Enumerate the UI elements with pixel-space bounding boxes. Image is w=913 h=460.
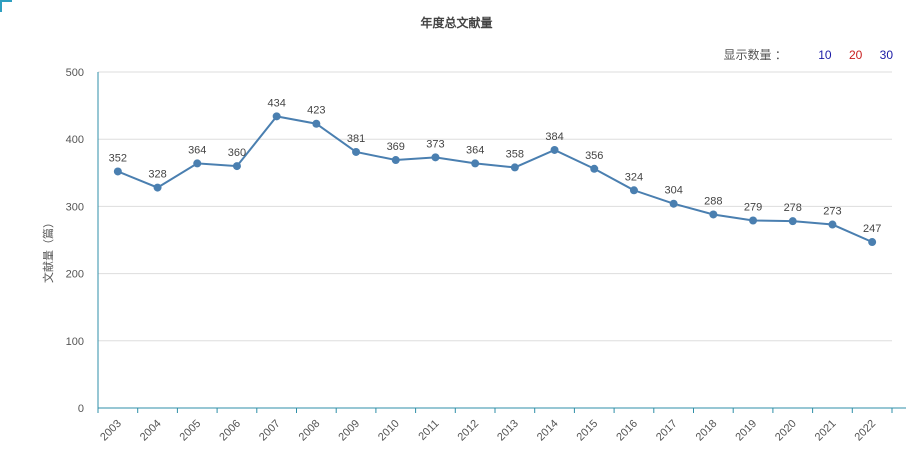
data-label: 381 [347, 133, 365, 145]
x-tick-label: 2020 [773, 418, 799, 444]
data-point [709, 210, 718, 219]
x-tick-label: 2004 [138, 418, 164, 444]
data-label: 356 [585, 150, 603, 162]
display-count-label: 显示数量 ： [723, 48, 787, 62]
y-axis-label: 文献量（篇） [41, 217, 55, 283]
display-count-option-10[interactable]: 10 [818, 48, 832, 62]
x-tick-label: 2012 [455, 418, 481, 444]
data-label: 364 [188, 144, 206, 156]
data-point [193, 159, 202, 168]
x-tick-label: 2019 [733, 418, 759, 444]
data-point [828, 220, 837, 229]
data-point [868, 238, 877, 247]
x-tick-label: 2018 [694, 418, 720, 444]
data-point [113, 167, 122, 176]
display-count-selector: 显示数量 ： 10 20 30 [724, 46, 893, 63]
data-label: 373 [426, 138, 444, 150]
data-point [153, 183, 162, 192]
data-label: 304 [664, 185, 682, 197]
data-point [471, 159, 480, 168]
y-tick-label: 400 [66, 134, 84, 146]
chart-title: 年度总文献量 [420, 16, 493, 30]
data-label: 288 [704, 195, 722, 207]
data-label: 423 [307, 105, 325, 117]
data-point [272, 112, 281, 121]
data-point [669, 199, 678, 208]
y-tick-label: 100 [66, 336, 84, 348]
data-label: 273 [823, 206, 841, 218]
data-point [629, 186, 638, 195]
y-tick-label: 300 [66, 201, 84, 213]
x-tick-label: 2003 [98, 418, 124, 444]
data-point [232, 162, 241, 171]
data-label: 247 [863, 223, 881, 235]
data-point [391, 156, 400, 165]
series-line [117, 115, 873, 243]
data-point [352, 147, 361, 156]
x-tick-label: 2014 [535, 418, 561, 444]
data-point [431, 153, 440, 162]
data-point [590, 164, 599, 173]
x-tick-label: 2005 [178, 418, 204, 444]
data-point [749, 216, 758, 225]
data-label: 278 [784, 202, 802, 214]
x-tick-label: 2007 [257, 418, 283, 444]
y-tick-label: 200 [66, 269, 84, 281]
data-label: 352 [109, 152, 127, 164]
data-point [788, 217, 797, 226]
data-point [312, 119, 321, 128]
x-tick-label: 2006 [217, 418, 243, 444]
data-point [550, 145, 559, 154]
data-label: 384 [545, 131, 563, 143]
display-count-option-20[interactable]: 20 [848, 48, 863, 62]
data-label: 360 [228, 147, 246, 159]
x-tick-label: 2021 [813, 418, 839, 444]
data-label: 279 [744, 202, 762, 214]
data-label: 369 [387, 141, 405, 153]
x-tick-label: 2013 [495, 418, 521, 444]
x-tick-label: 2009 [336, 418, 362, 444]
data-label: 358 [506, 148, 524, 160]
x-tick-label: 2017 [654, 418, 680, 444]
data-point [510, 163, 519, 172]
data-label: 324 [625, 171, 643, 183]
x-tick-label: 2022 [852, 418, 878, 444]
x-tick-label: 2016 [614, 418, 640, 444]
data-label: 434 [267, 97, 285, 109]
x-tick-label: 2011 [416, 418, 441, 443]
x-tick-label: 2008 [297, 418, 323, 444]
x-tick-label: 2010 [376, 418, 402, 444]
data-label: 364 [466, 144, 484, 156]
x-tick-label: 2015 [575, 418, 601, 444]
y-tick-label: 500 [66, 67, 84, 79]
display-count-option-30[interactable]: 30 [879, 48, 893, 62]
corner-decoration [0, 0, 12, 12]
data-label: 328 [148, 169, 166, 181]
y-tick-label: 0 [78, 403, 84, 415]
